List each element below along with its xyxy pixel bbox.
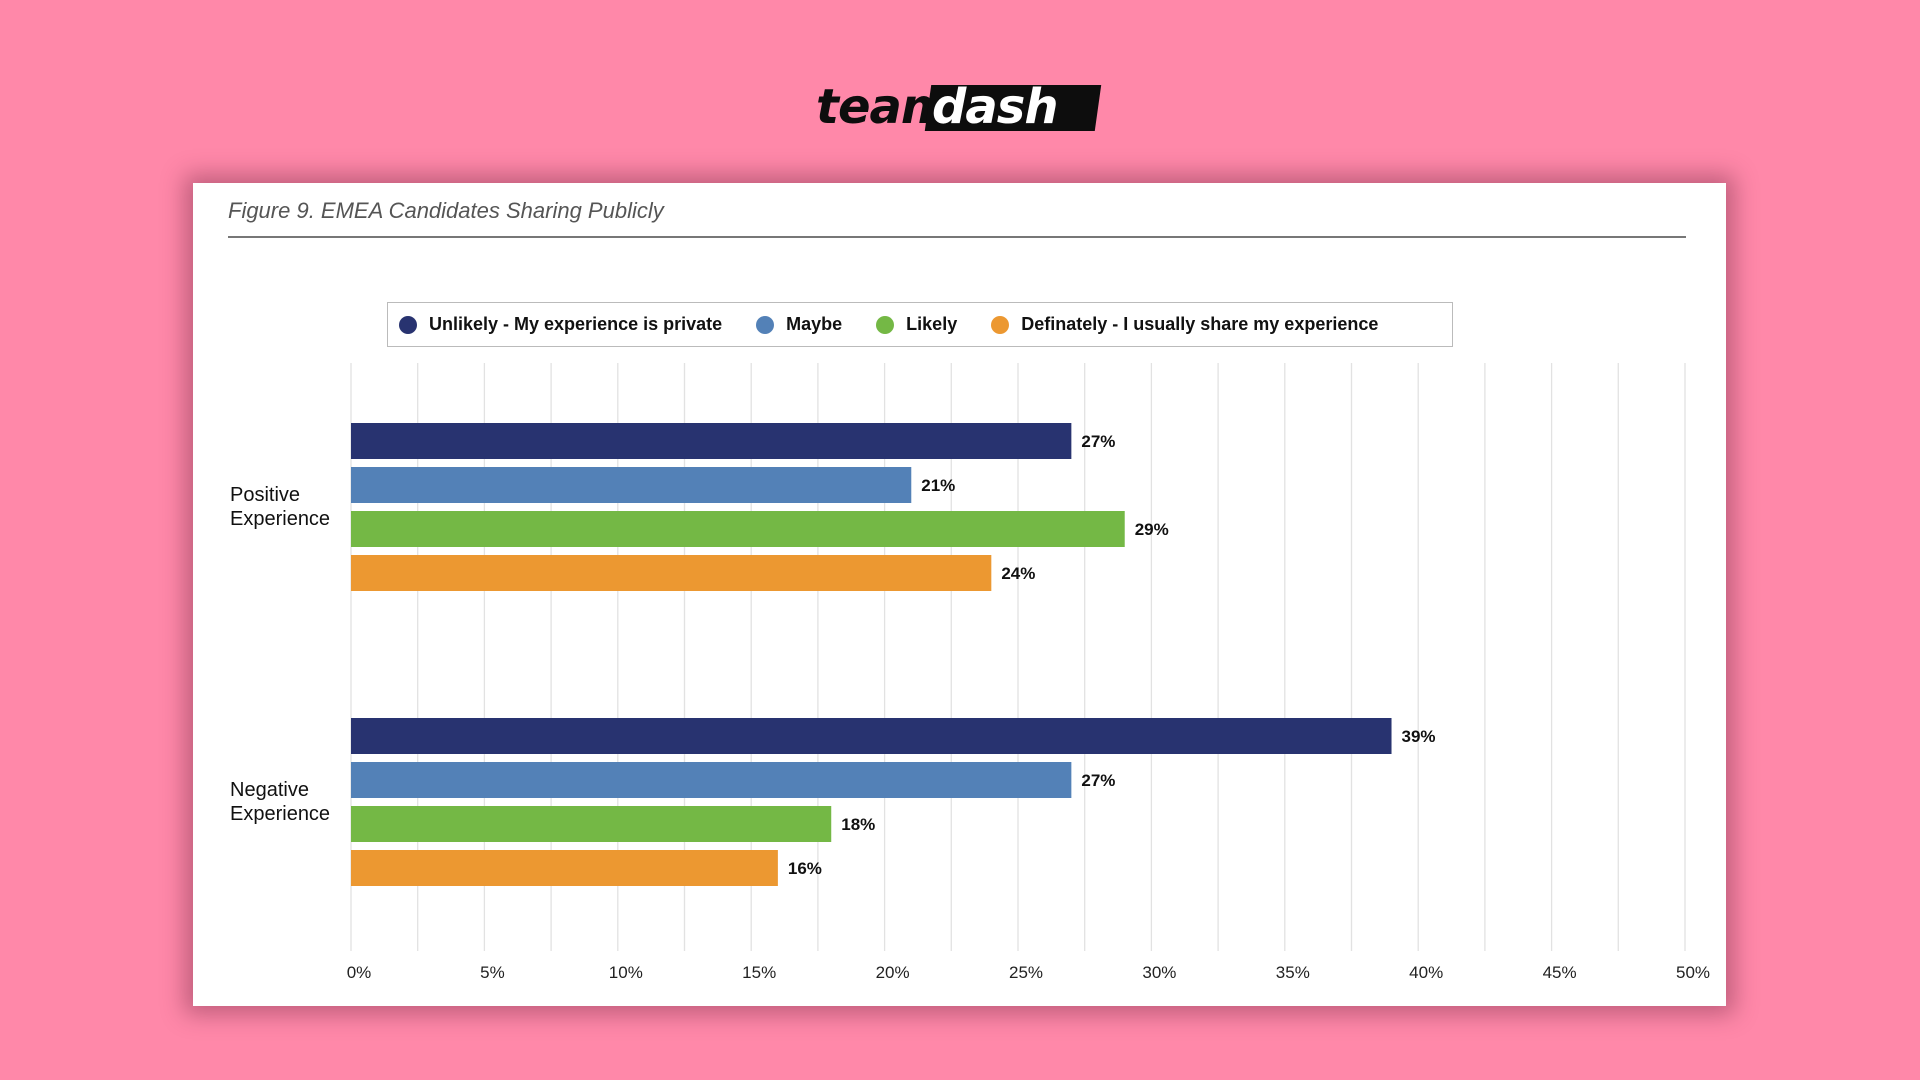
x-tick-label: 40% xyxy=(1409,963,1443,982)
chart-legend: Unlikely - My experience is private Maybe… xyxy=(387,302,1453,347)
legend-swatch xyxy=(876,315,895,334)
bar xyxy=(351,850,778,886)
category-label: Negative Experience xyxy=(230,779,331,825)
legend-item-2: Likely xyxy=(876,314,957,335)
x-tick-label: 50% xyxy=(1676,963,1710,982)
bar xyxy=(351,467,912,503)
x-tick-label: 30% xyxy=(1142,963,1176,982)
x-tick-label: 15% xyxy=(742,963,776,982)
x-tick-label: 5% xyxy=(480,963,505,982)
teamdash-logo: team dash xyxy=(814,79,1104,135)
category-label: Positive Experience xyxy=(230,484,331,530)
bar-value-label: 18% xyxy=(841,815,875,834)
chart-title: Figure 9. EMEA Candidates Sharing Public… xyxy=(228,198,664,223)
legend-label: Likely xyxy=(906,314,958,334)
x-tick-label: 35% xyxy=(1276,963,1310,982)
bar-value-label: 16% xyxy=(788,859,822,878)
bar xyxy=(351,555,992,591)
bar xyxy=(351,511,1125,547)
chart-card: Figure 9. EMEA Candidates Sharing Public… xyxy=(193,183,1726,1006)
legend-swatch xyxy=(991,315,1010,334)
legend-item-1: Maybe xyxy=(756,314,842,335)
x-tick-label: 45% xyxy=(1543,963,1577,982)
bar-value-label: 24% xyxy=(1001,564,1035,583)
bar xyxy=(351,423,1072,459)
bar-value-label: 27% xyxy=(1081,432,1115,451)
legend-item-3: Definately - I usually share my experien… xyxy=(991,314,1378,335)
logo-dash-text: dash xyxy=(932,79,1058,135)
bar xyxy=(351,718,1392,754)
x-tick-label: 25% xyxy=(1009,963,1043,982)
x-tick-label: 10% xyxy=(609,963,643,982)
legend-swatch xyxy=(399,315,417,334)
bar-value-label: 27% xyxy=(1081,771,1115,790)
title-divider xyxy=(228,236,1686,238)
bar xyxy=(351,806,832,842)
bar-chart: 0% 5% 10% 15% 20% 25% 30% 35% 40% 45% 50% 27% 21% 29%… xyxy=(347,363,1710,982)
bar-value-label: 39% xyxy=(1402,727,1436,746)
legend-label: Definately - I usually share my experien… xyxy=(1021,314,1379,334)
bar-value-label: 29% xyxy=(1135,520,1169,539)
legend-label: Maybe xyxy=(786,314,843,334)
x-tick-label: 20% xyxy=(876,963,910,982)
legend-label: Unlikely - My experience is private xyxy=(429,314,723,334)
bar xyxy=(351,762,1072,798)
x-tick-label: 0% xyxy=(347,963,372,982)
legend-item-0: Unlikely - My experience is private xyxy=(399,314,722,335)
bar-value-label: 21% xyxy=(921,476,955,495)
legend-swatch xyxy=(756,315,775,334)
